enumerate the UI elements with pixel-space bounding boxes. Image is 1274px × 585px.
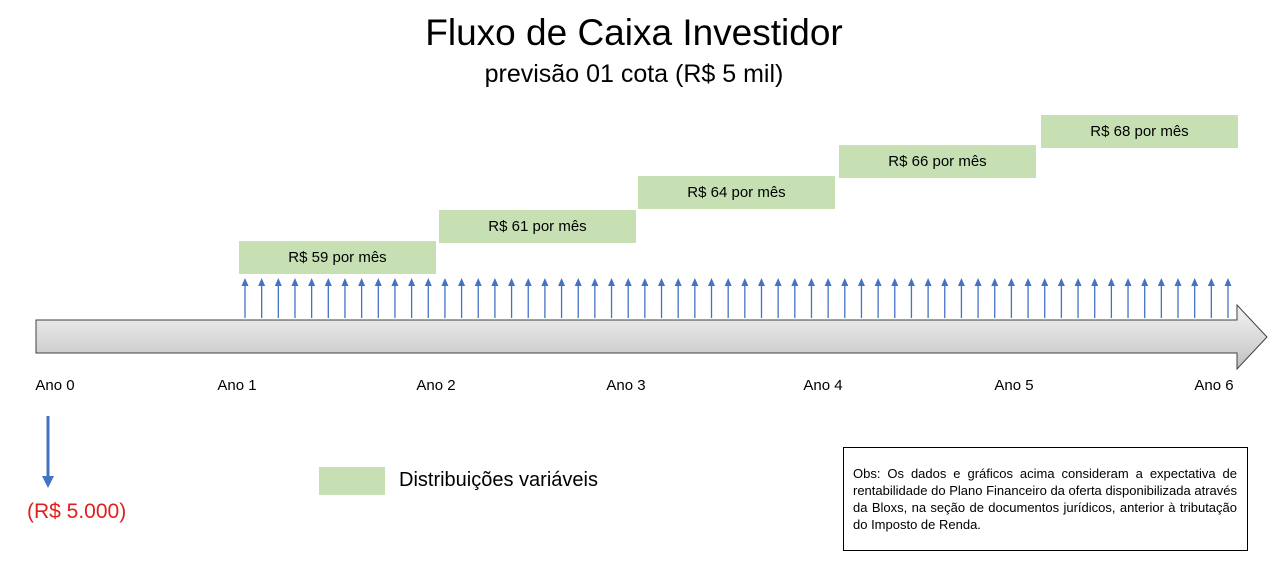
- monthly-arrow: [674, 278, 682, 318]
- monthly-arrow: [341, 278, 349, 318]
- monthly-arrow: [558, 278, 566, 318]
- monthly-arrow: [258, 278, 266, 318]
- monthly-arrow: [1024, 278, 1032, 318]
- monthly-arrow: [907, 278, 915, 318]
- monthly-distribution-arrows: [241, 278, 1232, 318]
- monthly-arrow: [924, 278, 932, 318]
- year-label-4: Ano 4: [803, 377, 843, 394]
- monthly-arrow: [374, 278, 382, 318]
- monthly-arrow: [608, 278, 616, 318]
- monthly-arrow: [874, 278, 882, 318]
- distribution-box-year-2: R$ 61 por mês: [439, 210, 636, 243]
- monthly-arrow: [391, 278, 399, 318]
- monthly-arrow: [757, 278, 765, 318]
- year-label-5: Ano 5: [994, 377, 1034, 394]
- monthly-arrow: [1174, 278, 1182, 318]
- monthly-arrow: [591, 278, 599, 318]
- monthly-arrow: [241, 278, 249, 318]
- monthly-arrow: [991, 278, 999, 318]
- monthly-arrow: [741, 278, 749, 318]
- monthly-arrow: [1224, 278, 1232, 318]
- legend-swatch: [319, 467, 385, 495]
- monthly-arrow: [724, 278, 732, 318]
- monthly-arrow: [1007, 278, 1015, 318]
- monthly-arrow: [541, 278, 549, 318]
- monthly-arrow: [458, 278, 466, 318]
- monthly-arrow: [291, 278, 299, 318]
- year-label-1: Ano 1: [217, 377, 257, 394]
- monthly-arrow: [1124, 278, 1132, 318]
- monthly-arrow: [1057, 278, 1065, 318]
- distribution-box-year-5: R$ 68 por mês: [1041, 115, 1238, 148]
- monthly-arrow: [524, 278, 532, 318]
- monthly-arrow: [624, 278, 632, 318]
- monthly-arrow: [774, 278, 782, 318]
- year-label-3: Ano 3: [606, 377, 646, 394]
- monthly-arrow: [824, 278, 832, 318]
- year-label-2: Ano 2: [416, 377, 456, 394]
- monthly-arrow: [708, 278, 716, 318]
- legend-label: Distribuições variáveis: [399, 469, 598, 491]
- year-label-6: Ano 6: [1194, 377, 1234, 394]
- monthly-arrow: [1091, 278, 1099, 318]
- observation-note: Obs: Os dados e gráficos acima considera…: [843, 447, 1248, 551]
- initial-investment-label: (R$ 5.000): [27, 500, 127, 523]
- monthly-arrow: [308, 278, 316, 318]
- monthly-arrow: [658, 278, 666, 318]
- distribution-box-year-1: R$ 59 por mês: [239, 241, 436, 274]
- monthly-arrow: [1191, 278, 1199, 318]
- monthly-arrow: [358, 278, 366, 318]
- monthly-arrow: [641, 278, 649, 318]
- monthly-arrow: [941, 278, 949, 318]
- monthly-arrow: [408, 278, 416, 318]
- monthly-arrow: [1207, 278, 1215, 318]
- monthly-arrow: [574, 278, 582, 318]
- monthly-arrow: [1074, 278, 1082, 318]
- monthly-arrow: [324, 278, 332, 318]
- monthly-arrow: [1157, 278, 1165, 318]
- investment-arrow: [42, 416, 54, 488]
- monthly-arrow: [1107, 278, 1115, 318]
- monthly-arrow: [891, 278, 899, 318]
- monthly-arrow: [691, 278, 699, 318]
- monthly-arrow: [957, 278, 965, 318]
- monthly-arrow: [274, 278, 282, 318]
- year-label-0: Ano 0: [35, 377, 75, 394]
- monthly-arrow: [1141, 278, 1149, 318]
- distribution-box-year-3: R$ 64 por mês: [638, 176, 835, 209]
- monthly-arrow: [841, 278, 849, 318]
- monthly-arrow: [474, 278, 482, 318]
- distribution-box-year-4: R$ 66 por mês: [839, 145, 1036, 178]
- monthly-arrow: [441, 278, 449, 318]
- monthly-arrow: [424, 278, 432, 318]
- monthly-arrow: [807, 278, 815, 318]
- monthly-arrow: [791, 278, 799, 318]
- monthly-arrow: [508, 278, 516, 318]
- monthly-arrow: [1041, 278, 1049, 318]
- diagram-title: Fluxo de Caixa Investidor: [425, 12, 843, 53]
- monthly-arrow: [857, 278, 865, 318]
- timeline-arrow: [35, 303, 1268, 371]
- monthly-arrow: [974, 278, 982, 318]
- monthly-arrow: [491, 278, 499, 318]
- diagram-subtitle: previsão 01 cota (R$ 5 mil): [484, 60, 784, 88]
